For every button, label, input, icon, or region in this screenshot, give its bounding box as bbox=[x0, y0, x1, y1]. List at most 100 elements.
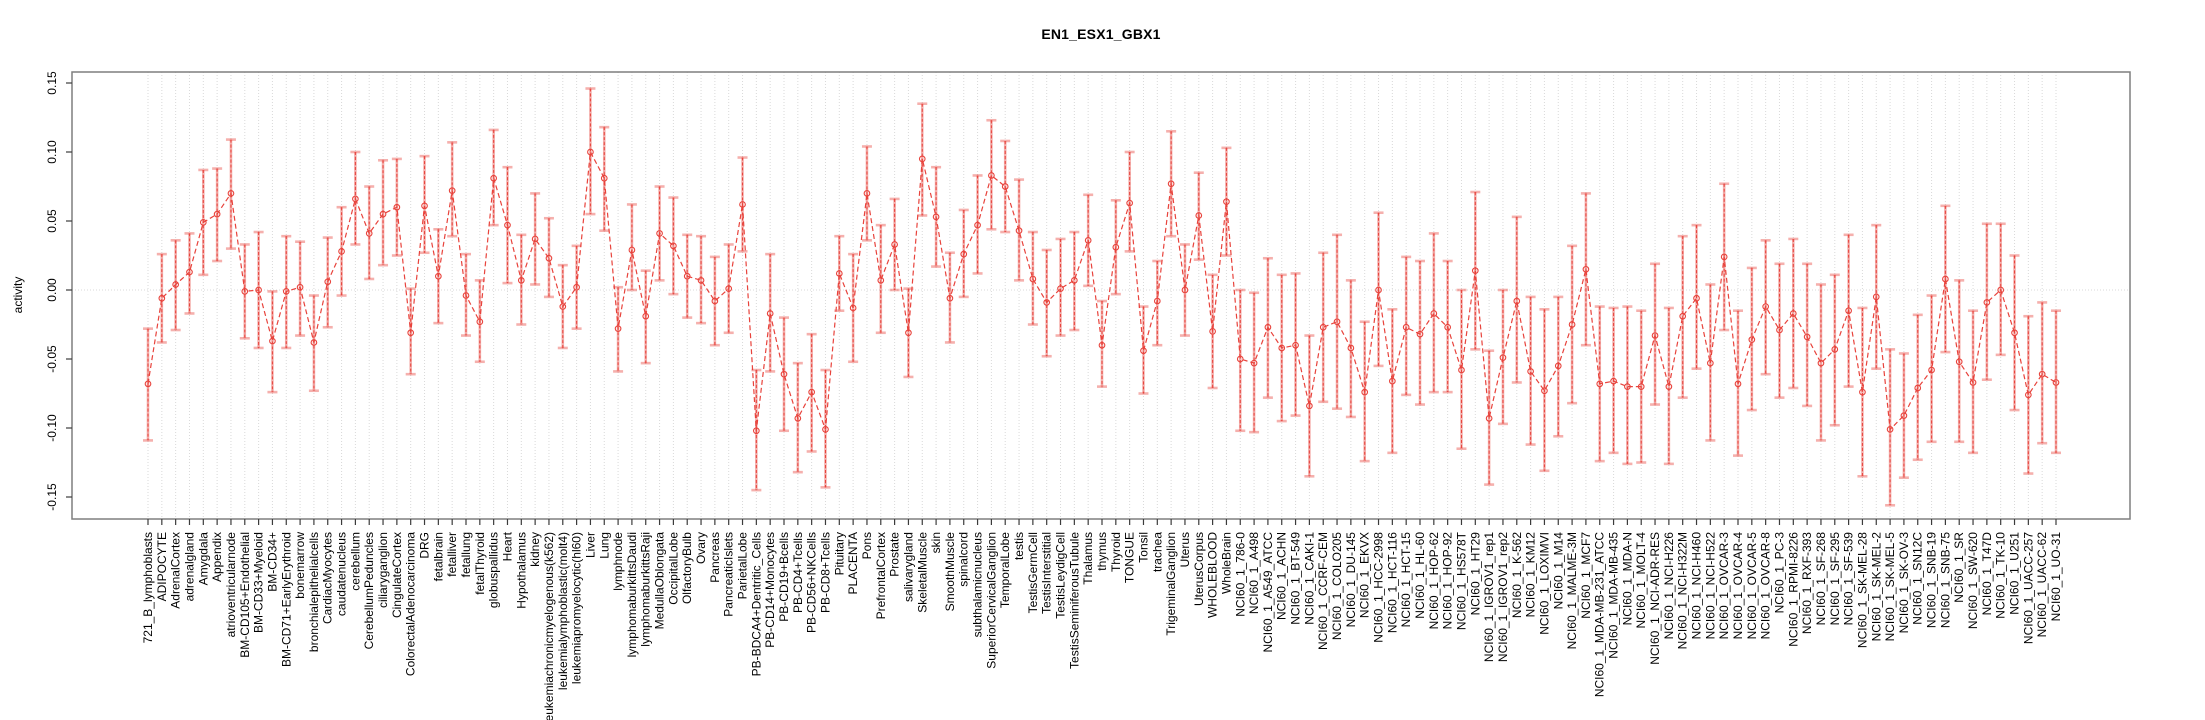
x-tick-label: lymphnode bbox=[611, 532, 625, 591]
data-point-marker bbox=[1900, 412, 1908, 419]
y-tick-label: 0.10 bbox=[45, 140, 59, 164]
data-point-marker bbox=[517, 276, 525, 284]
data-point-marker bbox=[1872, 293, 1880, 301]
data-point-marker bbox=[974, 221, 981, 229]
data-point-marker bbox=[1264, 323, 1272, 331]
x-tick-label: TrigeminalGanglion bbox=[1164, 532, 1178, 636]
x-tick-label: NCI60_1_OVCAR-3 bbox=[1717, 532, 1731, 640]
x-tick-label: NCI60_1_OVCAR-8 bbox=[1759, 532, 1773, 640]
x-tick-label: PB-CD8+Tcells bbox=[818, 532, 832, 613]
data-point-marker bbox=[960, 250, 968, 258]
data-point-marker bbox=[932, 213, 940, 221]
data-point-marker bbox=[1886, 426, 1894, 433]
x-tick-label: NCI60_1_COLO205 bbox=[1330, 532, 1344, 640]
data-point-marker bbox=[1347, 344, 1355, 352]
data-point-marker bbox=[144, 380, 152, 388]
x-tick-label: NCI60_1_SK-MEL-2 bbox=[1869, 532, 1883, 642]
data-point-marker bbox=[877, 276, 885, 284]
data-point-marker bbox=[918, 155, 926, 163]
x-tick-label: NCI60_1_HOP-62 bbox=[1427, 532, 1441, 630]
data-point-marker bbox=[559, 303, 567, 310]
x-tick-label: TestisGermCell bbox=[1026, 532, 1040, 613]
x-tick-label: NCI60_1_SF-539 bbox=[1842, 532, 1856, 626]
x-tick-label: CardiacMyocytes bbox=[321, 532, 335, 624]
data-point-marker bbox=[1485, 414, 1493, 422]
x-tick-label: CingulateCortex bbox=[390, 532, 404, 618]
data-point-marker bbox=[1402, 323, 1410, 331]
x-tick-label: Amygdala bbox=[196, 532, 210, 586]
data-point-marker bbox=[545, 254, 553, 262]
x-tick-label: skin bbox=[929, 532, 943, 553]
data-point-marker bbox=[296, 283, 304, 291]
x-tick-label: Ovary bbox=[694, 532, 708, 564]
data-point-marker bbox=[905, 329, 912, 337]
data-point-marker bbox=[1001, 183, 1009, 190]
y-tick-label: 0.00 bbox=[45, 278, 59, 302]
x-tick-label: NCI60_1_MCF7 bbox=[1579, 532, 1593, 619]
x-tick-label: ParietalLobe bbox=[736, 532, 750, 600]
data-point-marker bbox=[600, 174, 608, 182]
x-tick-label: NCI60_1_SK-MEL-5 bbox=[1883, 532, 1897, 642]
x-tick-label: bronchialepithelialcells bbox=[307, 532, 321, 652]
x-tick-label: NCI60_1_HL-60 bbox=[1413, 532, 1427, 619]
data-point-marker bbox=[227, 190, 235, 197]
x-tick-label: adrenalgland bbox=[182, 532, 196, 601]
x-tick-label: NCI60_1_HCC-2998 bbox=[1372, 532, 1386, 643]
x-tick-label: NCI60_1_HT29 bbox=[1468, 532, 1482, 616]
x-tick-label: PB-CD56+NKCells bbox=[805, 532, 819, 633]
x-tick-label: trachea bbox=[1150, 532, 1164, 572]
x-tick-label: NCI60_1_NCI-H226 bbox=[1662, 532, 1676, 640]
x-tick-label: Appendix bbox=[210, 532, 224, 582]
x-tick-label: Uterus bbox=[1178, 532, 1192, 567]
x-tick-label: SmoothMuscle bbox=[943, 532, 957, 612]
x-tick-label: BM-CD105+Endothelial bbox=[238, 532, 252, 658]
data-point-marker bbox=[1665, 383, 1673, 390]
x-tick-label: NCI60_1_786-0 bbox=[1233, 532, 1247, 617]
data-point-marker bbox=[1582, 265, 1590, 273]
x-tick-label: 721_B_lymphoblasts bbox=[141, 532, 155, 643]
data-point-marker bbox=[1250, 359, 1258, 367]
x-tick-label: NCI60_1_MOLT-4 bbox=[1634, 532, 1648, 629]
x-tick-label: PancreaticIslets bbox=[722, 532, 736, 617]
x-tick-label: NCI60_1_SF-295 bbox=[1828, 532, 1842, 626]
x-tick-label: DRG bbox=[418, 532, 432, 559]
data-point-marker bbox=[365, 230, 373, 237]
data-point-marker bbox=[172, 281, 180, 288]
data-point-marker bbox=[780, 370, 788, 378]
data-point-marker bbox=[1776, 326, 1783, 334]
data-point-marker bbox=[1928, 366, 1935, 374]
x-tick-label: subthalamicnucleus bbox=[971, 532, 985, 637]
data-point-marker bbox=[1043, 299, 1051, 306]
data-point-marker bbox=[1153, 297, 1161, 305]
x-tick-label: NCI60_1_NCI-H522 bbox=[1703, 532, 1717, 640]
x-tick-label: NCI60_1_HCT-116 bbox=[1385, 532, 1399, 633]
data-point-marker bbox=[1029, 275, 1037, 283]
x-tick-label: globuspallidus bbox=[487, 532, 501, 608]
x-tick-label: TestisLeydigCell bbox=[1054, 532, 1068, 619]
x-tick-label: NCI60_1_NCI-ADR-RES bbox=[1648, 532, 1662, 665]
x-tick-label: NCI60_1_A549_ATCC bbox=[1261, 532, 1275, 653]
data-point-marker bbox=[587, 148, 594, 156]
data-point-marker bbox=[766, 310, 774, 317]
x-tick-label: NCI60_1_IGROV1_rep2 bbox=[1496, 532, 1510, 662]
data-point-marker bbox=[1637, 383, 1645, 390]
data-point-marker bbox=[711, 297, 719, 305]
data-point-marker bbox=[1098, 341, 1106, 349]
x-tick-label: OlfactoryBulb bbox=[680, 532, 694, 604]
x-tick-label: NCI60_1_RXF-393 bbox=[1800, 532, 1814, 634]
data-point-marker bbox=[1416, 330, 1424, 338]
y-tick-label: -0.10 bbox=[45, 414, 59, 442]
data-point-marker bbox=[241, 288, 249, 295]
x-tick-label: NCI60_1_OVCAR-5 bbox=[1745, 532, 1759, 640]
data-point-marker bbox=[1679, 312, 1687, 320]
data-point-marker bbox=[504, 221, 511, 229]
x-tick-label: BM-CD33+Myeloid bbox=[252, 532, 266, 633]
data-point-marker bbox=[1831, 345, 1839, 353]
data-point-marker bbox=[614, 325, 622, 332]
data-point-marker bbox=[1223, 198, 1230, 206]
data-point-marker bbox=[628, 246, 636, 254]
data-point-marker bbox=[338, 248, 345, 255]
data-point-marker bbox=[1236, 355, 1244, 363]
x-tick-label: CerebellumPeduncles bbox=[362, 532, 376, 649]
data-point-marker bbox=[2024, 391, 2032, 399]
